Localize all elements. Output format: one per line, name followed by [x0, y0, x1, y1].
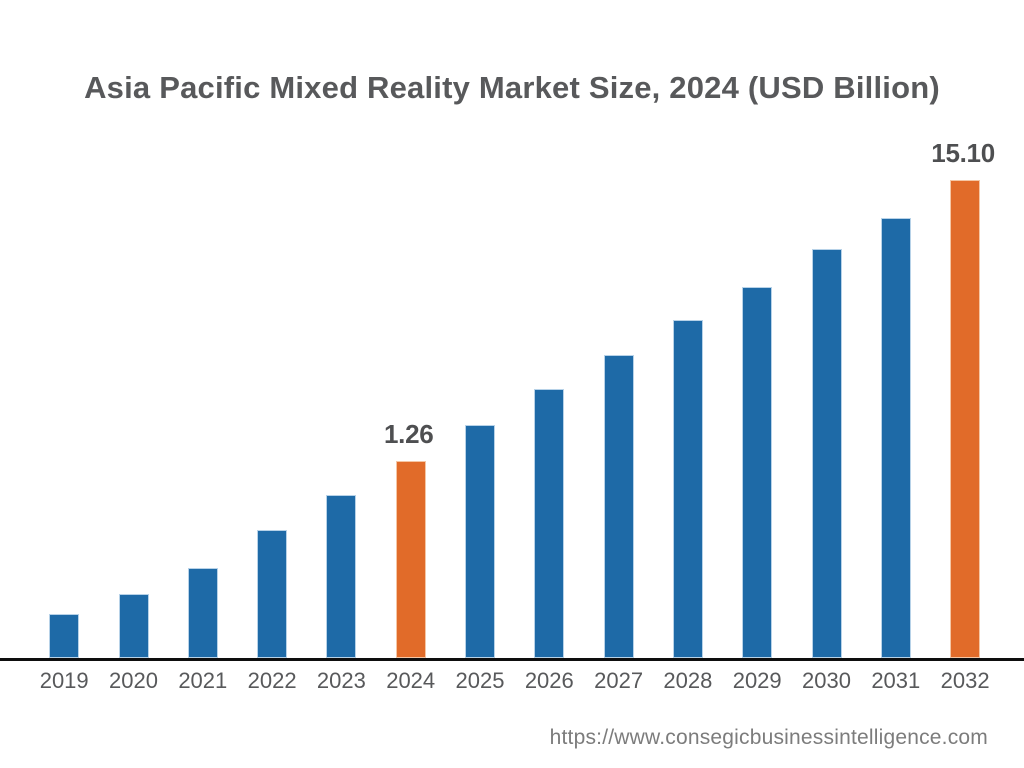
source-url-text: https://www.consegicbusinessintelligence… [549, 726, 988, 749]
x-tick-label-2030: 2030 [802, 668, 851, 693]
bar-2022 [257, 530, 288, 658]
x-tick-label-2025: 2025 [455, 668, 505, 693]
x-tick-label-2019: 2019 [39, 668, 89, 693]
value-label-2032: 15.10 [931, 138, 995, 168]
bar-2031 [880, 218, 911, 658]
bar-2023 [326, 495, 357, 658]
value-label-2024: 1.26 [383, 419, 434, 449]
bar-2019 [49, 614, 80, 658]
x-tick-label-2028: 2028 [663, 668, 713, 693]
x-tick-label-2032: 2032 [940, 668, 990, 693]
x-tick-label-2024: 2024 [386, 668, 436, 693]
bar-2021 [187, 568, 218, 658]
x-tick-label-2020: 2020 [109, 668, 158, 693]
x-tick-label-2023: 2023 [316, 668, 366, 693]
x-tick-label-2031: 2031 [871, 668, 921, 693]
chart-title: Asia Pacific Mixed Reality Market Size, … [84, 70, 940, 105]
bar-2026 [534, 389, 565, 658]
bar-2029 [742, 287, 773, 658]
x-tick-label-2022: 2022 [247, 668, 297, 693]
x-tick-label-2021: 2021 [178, 668, 228, 693]
bar-2032 [950, 180, 981, 658]
bar-2030 [811, 249, 842, 658]
bar-2024 [395, 461, 426, 658]
bar-2020 [118, 594, 149, 658]
x-tick-label-2026: 2026 [524, 668, 574, 693]
x-tick-label-2027: 2027 [594, 668, 644, 693]
x-axis-line [0, 658, 1024, 661]
x-tick-label-2029: 2029 [732, 668, 782, 693]
bar-2025 [465, 425, 495, 658]
bar-2028 [672, 320, 703, 658]
bar-2027 [603, 355, 634, 658]
